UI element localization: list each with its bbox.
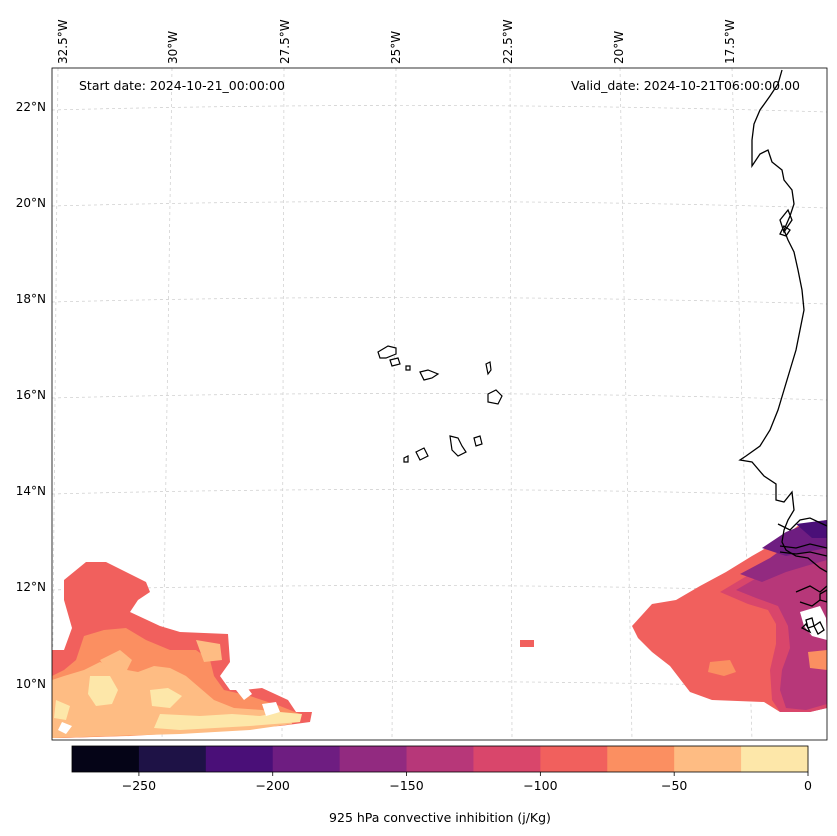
map-border: [51, 67, 828, 741]
colorbar: −250 −200 −150 −100 −50 0 925 hPa convective …: [71, 745, 812, 825]
colorbar-bin-7: [540, 746, 608, 772]
santiago-island: [449, 435, 467, 457]
latitude-labels: 22°N 20°N 18°N 16°N 14°N 12°N 10°N: [16, 100, 46, 691]
lat-label-16n: 16°N: [16, 388, 46, 402]
lon-label-30w: 30°W: [166, 31, 180, 64]
colorbar-label: 925 hPa convective inhibition (j/Kg): [329, 810, 551, 825]
colorbar-tick-label-0: −250: [122, 778, 156, 793]
lat-label-18n: 18°N: [16, 292, 46, 306]
maio-island: [473, 435, 483, 447]
colorbar-tick-label-2: −150: [389, 778, 423, 793]
cin-field-west: [52, 562, 312, 738]
colorbar-bin-5: [406, 746, 474, 772]
boa-vista-island: [487, 389, 503, 405]
lon-label-22-5w: 22.5°W: [501, 19, 515, 64]
senegal-border: [777, 517, 827, 531]
cape-verde-islands: [377, 345, 503, 463]
valid-date-label: Valid_date: 2024-10-21T06:00:00.00: [571, 78, 800, 93]
lat-label-20n: 20°N: [16, 196, 46, 210]
longitude-labels: 32.5°W 30°W 27.5°W 25°W 22.5°W 20°W 17.5…: [56, 19, 737, 64]
gambia-outline: [779, 543, 827, 557]
colorbar-bin-3: [272, 746, 341, 772]
colorbar-tick-label-3: −100: [523, 778, 557, 793]
colorbar-tick-label-4: −50: [661, 778, 687, 793]
colorbar-bin-0: [72, 746, 140, 772]
colorbar-bin-8: [607, 746, 675, 772]
sao-nicolau-island: [419, 369, 440, 381]
colorbar-bin-1: [138, 746, 207, 772]
lon-label-17-5w: 17.5°W: [723, 19, 737, 64]
fogo-island: [415, 447, 429, 461]
colorbar-border: [71, 745, 809, 773]
lat-label-12n: 12°N: [16, 580, 46, 594]
colorbar-bin-4: [339, 746, 408, 772]
santa-luzia-island: [405, 365, 411, 371]
colorbar-bin-10: [741, 746, 809, 772]
lon-label-32-5w: 32.5°W: [56, 19, 70, 64]
cin-patch-small: [520, 640, 534, 647]
colorbar-bin-9: [674, 746, 742, 772]
santo-antao-island: [377, 345, 397, 359]
cin-field-east: [632, 520, 827, 712]
guinea-bissau-outline: [795, 585, 827, 607]
colorbar-bin-6: [473, 746, 541, 772]
coastlines: [738, 69, 827, 635]
colorbar-bin-2: [205, 746, 274, 772]
colorbar-bins: [72, 746, 809, 772]
african-coastline: [738, 69, 827, 573]
lon-label-20w: 20°W: [612, 31, 626, 64]
colorbar-tick-label-5: 0: [804, 778, 812, 793]
brava-island: [403, 455, 409, 463]
sal-island: [485, 361, 492, 376]
lon-label-25w: 25°W: [389, 31, 403, 64]
colorbar-ticks: −250 −200 −150 −100 −50 0: [122, 772, 812, 793]
lat-label-14n: 14°N: [16, 484, 46, 498]
sao-vicente-island: [389, 357, 401, 367]
lon-label-27-5w: 27.5°W: [278, 19, 292, 64]
colorbar-tick-label-1: −200: [256, 778, 290, 793]
start-date-label: Start date: 2024-10-21_00:00:00: [79, 78, 285, 93]
lat-label-22n: 22°N: [16, 100, 46, 114]
lat-label-10n: 10°N: [16, 677, 46, 691]
